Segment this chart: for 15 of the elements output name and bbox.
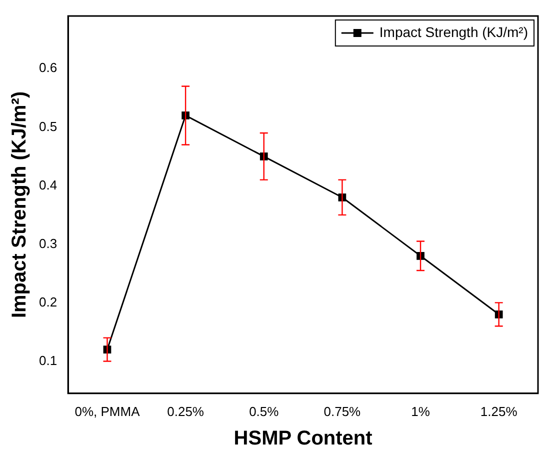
y-tick-label: 0.3 <box>38 236 58 251</box>
y-tick-label: 0.4 <box>38 177 58 192</box>
legend-label: Impact Strength (KJ/m²) <box>379 24 528 40</box>
y-tick-label: 0.1 <box>38 352 58 368</box>
x-tick-label: 1% <box>411 404 430 419</box>
x-tick-label: 0%, PMMA <box>74 404 140 419</box>
x-tick-label: 1.25% <box>480 404 518 419</box>
y-tick-label: 0.2 <box>38 294 58 310</box>
y-tick-label: 0.5 <box>38 118 58 134</box>
y-axis-title: Impact Strength (KJ/m²) <box>8 91 31 318</box>
y-tick-label: 0.6 <box>38 60 58 76</box>
x-tick-label: 0.5% <box>249 404 280 419</box>
x-tick-label: 0.75% <box>324 404 362 419</box>
x-axis-title: HSMP Content <box>234 428 373 450</box>
x-tick-label: 0.25% <box>167 404 204 419</box>
